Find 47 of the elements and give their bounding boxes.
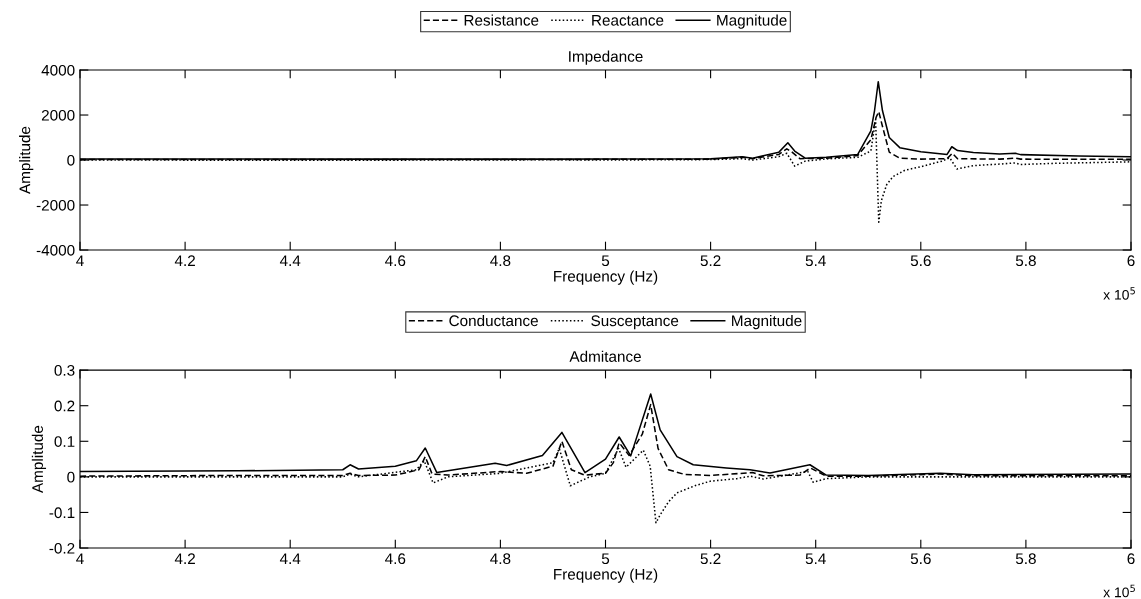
y-tick-label: 2000 [41, 109, 75, 121]
x-tick-label: 5.6 [910, 255, 931, 267]
x-tick-label: 4.4 [279, 553, 301, 564]
x-tick-label: 4.4 [279, 255, 301, 266]
legend-label: Magnitude [717, 14, 787, 29]
x-tick-label: 4.6 [385, 553, 406, 565]
x-tick-label: 4.6 [385, 255, 406, 267]
x-tick-label: 5.6 [910, 553, 931, 565]
y-tick-label: -2000 [36, 199, 75, 211]
y-tick-label: 0.1 [54, 436, 75, 447]
x-tick-label: 5.2 [700, 255, 721, 267]
text: x 10$^{5}$ [1103, 287, 1135, 300]
y-tick-label: -4000 [36, 244, 75, 256]
legend-label: Resistance [464, 14, 539, 26]
y-tick-label: 0 [67, 154, 75, 166]
x-tick-label: 5.4 [805, 255, 826, 267]
legend-label: Reactance [592, 15, 664, 26]
x-tick-label: 5 [601, 255, 610, 267]
x-tick-label: 4 [76, 255, 84, 266]
x-tick-label: 6 [1127, 255, 1135, 267]
y-tick-label: 0.3 [54, 364, 75, 376]
x-tick-label: 5.2 [700, 553, 721, 565]
x-tick-label: 5.8 [1015, 255, 1036, 267]
chart-title: Admitance [569, 350, 641, 362]
x-axis-title: Frequency (Hz) [554, 270, 658, 285]
chart-title: Impedance [569, 50, 643, 65]
x-tick-label: 5.8 [1015, 553, 1036, 565]
legend-label: Susceptance [591, 315, 679, 330]
x-tick-label: 6 [1127, 553, 1135, 565]
text: x 10$^{5}$ [1103, 584, 1135, 598]
x-axis-title: Frequency (Hz) [554, 568, 658, 583]
x-tick-label: 4.8 [490, 553, 511, 565]
legend-label: Magnitude [732, 314, 802, 330]
y-axis-title: Amplitude [19, 126, 34, 194]
x-tick-label: 4.2 [174, 553, 195, 564]
y-tick-label: -0.1 [49, 507, 75, 519]
y-axis-title: Amplitude [31, 425, 47, 494]
x-tick-label: 4.8 [490, 255, 511, 267]
x-tick-label: 4.2 [174, 255, 195, 266]
x-tick-label: 4 [76, 553, 84, 564]
y-tick-label: -0.2 [49, 542, 75, 554]
legend-label: Conductance [449, 314, 538, 327]
x-tick-label: 5.4 [805, 553, 826, 565]
y-tick-label: 0.2 [54, 400, 75, 412]
y-tick-label: 4000 [41, 64, 75, 76]
y-tick-label: 0 [67, 471, 75, 483]
x-tick-label: 5 [601, 553, 610, 565]
